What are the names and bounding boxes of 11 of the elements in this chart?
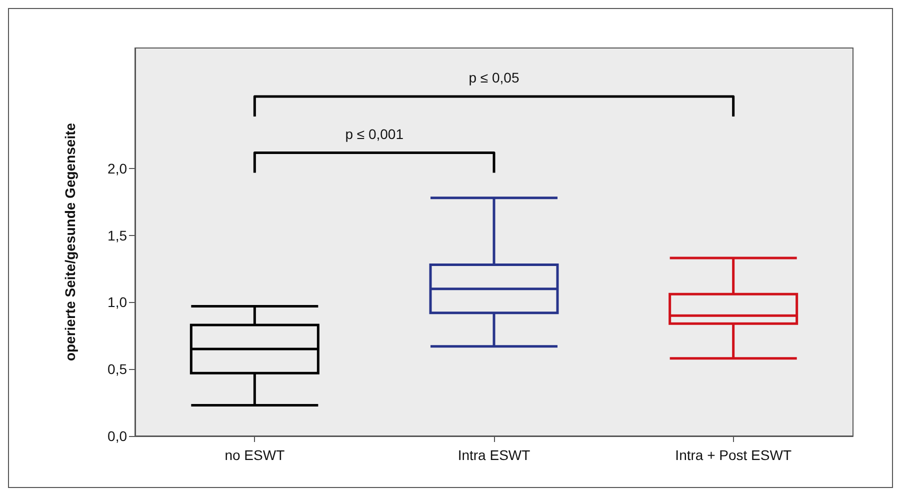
x-tick-label: Intra + Post ESWT [675,447,792,463]
y-tick-label: 2,0 [108,160,128,176]
annotation: p ≤ 0,05 [468,70,520,86]
y-tick-label: 1,5 [108,227,128,244]
y-tick-label: 1,0 [108,294,128,310]
x-tick-label: no ESWT [224,447,286,463]
y-axis-title: operierte Seite/gesunde Gegenseite [62,122,78,362]
y-tick-label: 0,5 [108,361,128,378]
y-tick-label: 0,0 [108,428,128,444]
annotation: p ≤ 0,001 [345,126,404,142]
x-tick-label: Intra ESWT [458,447,531,463]
